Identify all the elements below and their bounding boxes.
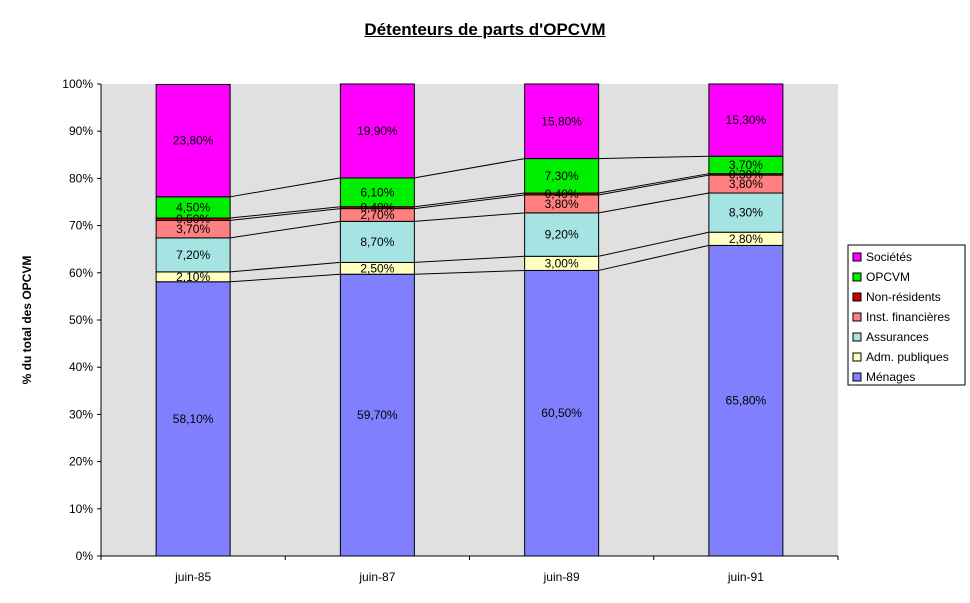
series-line bbox=[414, 212, 525, 222]
legend-swatch bbox=[852, 292, 862, 302]
legend-swatch bbox=[852, 372, 862, 382]
data-label: 2,50% bbox=[360, 261, 394, 275]
bar-segment-societes bbox=[155, 83, 231, 198]
legend-label: Sociétés bbox=[866, 250, 912, 264]
chart-title: Détenteurs de parts d'OPCVM bbox=[364, 20, 606, 39]
data-labels: 58,10%2,10%7,20%3,70%0,50%4,50%23,80%59,… bbox=[173, 113, 767, 426]
data-label: 15,80% bbox=[541, 114, 582, 128]
data-label: 0,40% bbox=[545, 187, 579, 201]
bar-segment-opcvm bbox=[339, 177, 415, 208]
legend-label: Assurances bbox=[866, 330, 929, 344]
data-label: 3,00% bbox=[545, 256, 579, 270]
legend-swatch bbox=[852, 332, 862, 342]
y-tick-label: 80% bbox=[69, 171, 93, 185]
x-tick-label: juin-87 bbox=[358, 570, 395, 584]
data-label: 3,70% bbox=[176, 222, 210, 236]
series-line bbox=[414, 255, 525, 263]
series-line bbox=[230, 177, 341, 198]
series-line bbox=[598, 244, 709, 271]
legend-swatch bbox=[852, 352, 862, 362]
legend-label: OPCVM bbox=[866, 270, 910, 284]
y-tick-label: 40% bbox=[69, 360, 93, 374]
x-ticks: juin-85 juin-87 juin-89 juin-91 bbox=[100, 556, 839, 584]
data-label: 7,30% bbox=[545, 169, 579, 183]
series-line bbox=[598, 173, 709, 194]
legend-label: Adm. publiques bbox=[866, 350, 949, 364]
data-label: 2,10% bbox=[176, 270, 210, 284]
x-tick-label: juin-89 bbox=[543, 570, 580, 584]
legend-label: Inst. financières bbox=[866, 310, 950, 324]
bar-segment-societes bbox=[708, 83, 784, 157]
series-line bbox=[414, 269, 525, 275]
data-label: 3,80% bbox=[729, 177, 763, 191]
series-line bbox=[598, 174, 709, 196]
bar-segment-assurances bbox=[339, 220, 415, 263]
series-line bbox=[414, 194, 525, 210]
series-line bbox=[414, 192, 525, 208]
bar-segment-menages bbox=[155, 281, 231, 557]
data-label: 58,10% bbox=[173, 412, 214, 426]
bar-segment-menages bbox=[339, 273, 415, 557]
data-label: 65,80% bbox=[726, 394, 767, 408]
series-line bbox=[598, 192, 709, 214]
series-line bbox=[414, 158, 525, 179]
y-tick-label: 0% bbox=[76, 549, 94, 563]
y-tick-label: 100% bbox=[62, 77, 93, 91]
y-tick-label: 70% bbox=[69, 219, 93, 233]
legend-box bbox=[847, 244, 966, 386]
data-label: 8,70% bbox=[360, 235, 394, 249]
connector-lines bbox=[230, 155, 709, 283]
legend-swatch bbox=[852, 272, 862, 282]
data-label: 0,50% bbox=[176, 212, 210, 226]
data-label: 3,80% bbox=[545, 197, 579, 211]
data-label: 6,10% bbox=[360, 185, 394, 199]
data-label: 15,30% bbox=[726, 113, 767, 127]
data-label: 60,50% bbox=[541, 406, 582, 420]
legend-label: Ménages bbox=[866, 370, 915, 384]
y-tick-label: 20% bbox=[69, 455, 93, 469]
legend-label: Non-résidents bbox=[866, 290, 941, 304]
bar-segment-assurances bbox=[524, 212, 600, 257]
data-label: 0,40% bbox=[360, 201, 394, 215]
y-ticks: 0% 10% 20% 30% 40% 50% 60% 70% 80% 90% 100% bbox=[62, 77, 101, 563]
x-tick-label: juin-91 bbox=[727, 570, 764, 584]
legend-swatch bbox=[852, 252, 862, 262]
bars bbox=[155, 83, 784, 557]
data-label: 0,30% bbox=[729, 167, 763, 181]
bar-segment-societes bbox=[524, 83, 600, 160]
y-tick-label: 90% bbox=[69, 124, 93, 138]
bar-segment-menages bbox=[708, 244, 784, 557]
series-line bbox=[598, 155, 709, 160]
data-label: 59,70% bbox=[357, 408, 398, 422]
legend-swatch bbox=[852, 312, 862, 322]
series-line bbox=[230, 261, 341, 273]
data-label: 4,50% bbox=[176, 200, 210, 214]
data-label: 7,20% bbox=[176, 248, 210, 262]
series-line bbox=[230, 208, 341, 221]
series-line bbox=[598, 231, 709, 257]
y-axis-label: % du total des OPCVM bbox=[20, 256, 34, 385]
data-label: 2,80% bbox=[729, 232, 763, 246]
series-line bbox=[230, 220, 341, 239]
data-label: 19,90% bbox=[357, 124, 398, 138]
data-label: 23,80% bbox=[173, 134, 214, 148]
data-label: 3,70% bbox=[729, 158, 763, 172]
data-label: 2,70% bbox=[360, 208, 394, 222]
series-line bbox=[230, 206, 341, 219]
bar-segment-societes bbox=[339, 83, 415, 179]
x-tick-label: juin-85 bbox=[174, 570, 211, 584]
bar-segment-menages bbox=[524, 269, 600, 557]
y-tick-label: 50% bbox=[69, 313, 93, 327]
bar-segment-assurances bbox=[155, 237, 231, 273]
y-tick-label: 10% bbox=[69, 502, 93, 516]
y-tick-label: 60% bbox=[69, 266, 93, 280]
bar-segment-assurances bbox=[708, 192, 784, 233]
y-tick-label: 30% bbox=[69, 407, 93, 421]
legend: Sociétés OPCVM Non-résidents Inst. financiè… bbox=[847, 244, 966, 386]
data-label: 8,30% bbox=[729, 206, 763, 220]
data-label: 9,20% bbox=[545, 228, 579, 242]
series-line bbox=[230, 273, 341, 283]
